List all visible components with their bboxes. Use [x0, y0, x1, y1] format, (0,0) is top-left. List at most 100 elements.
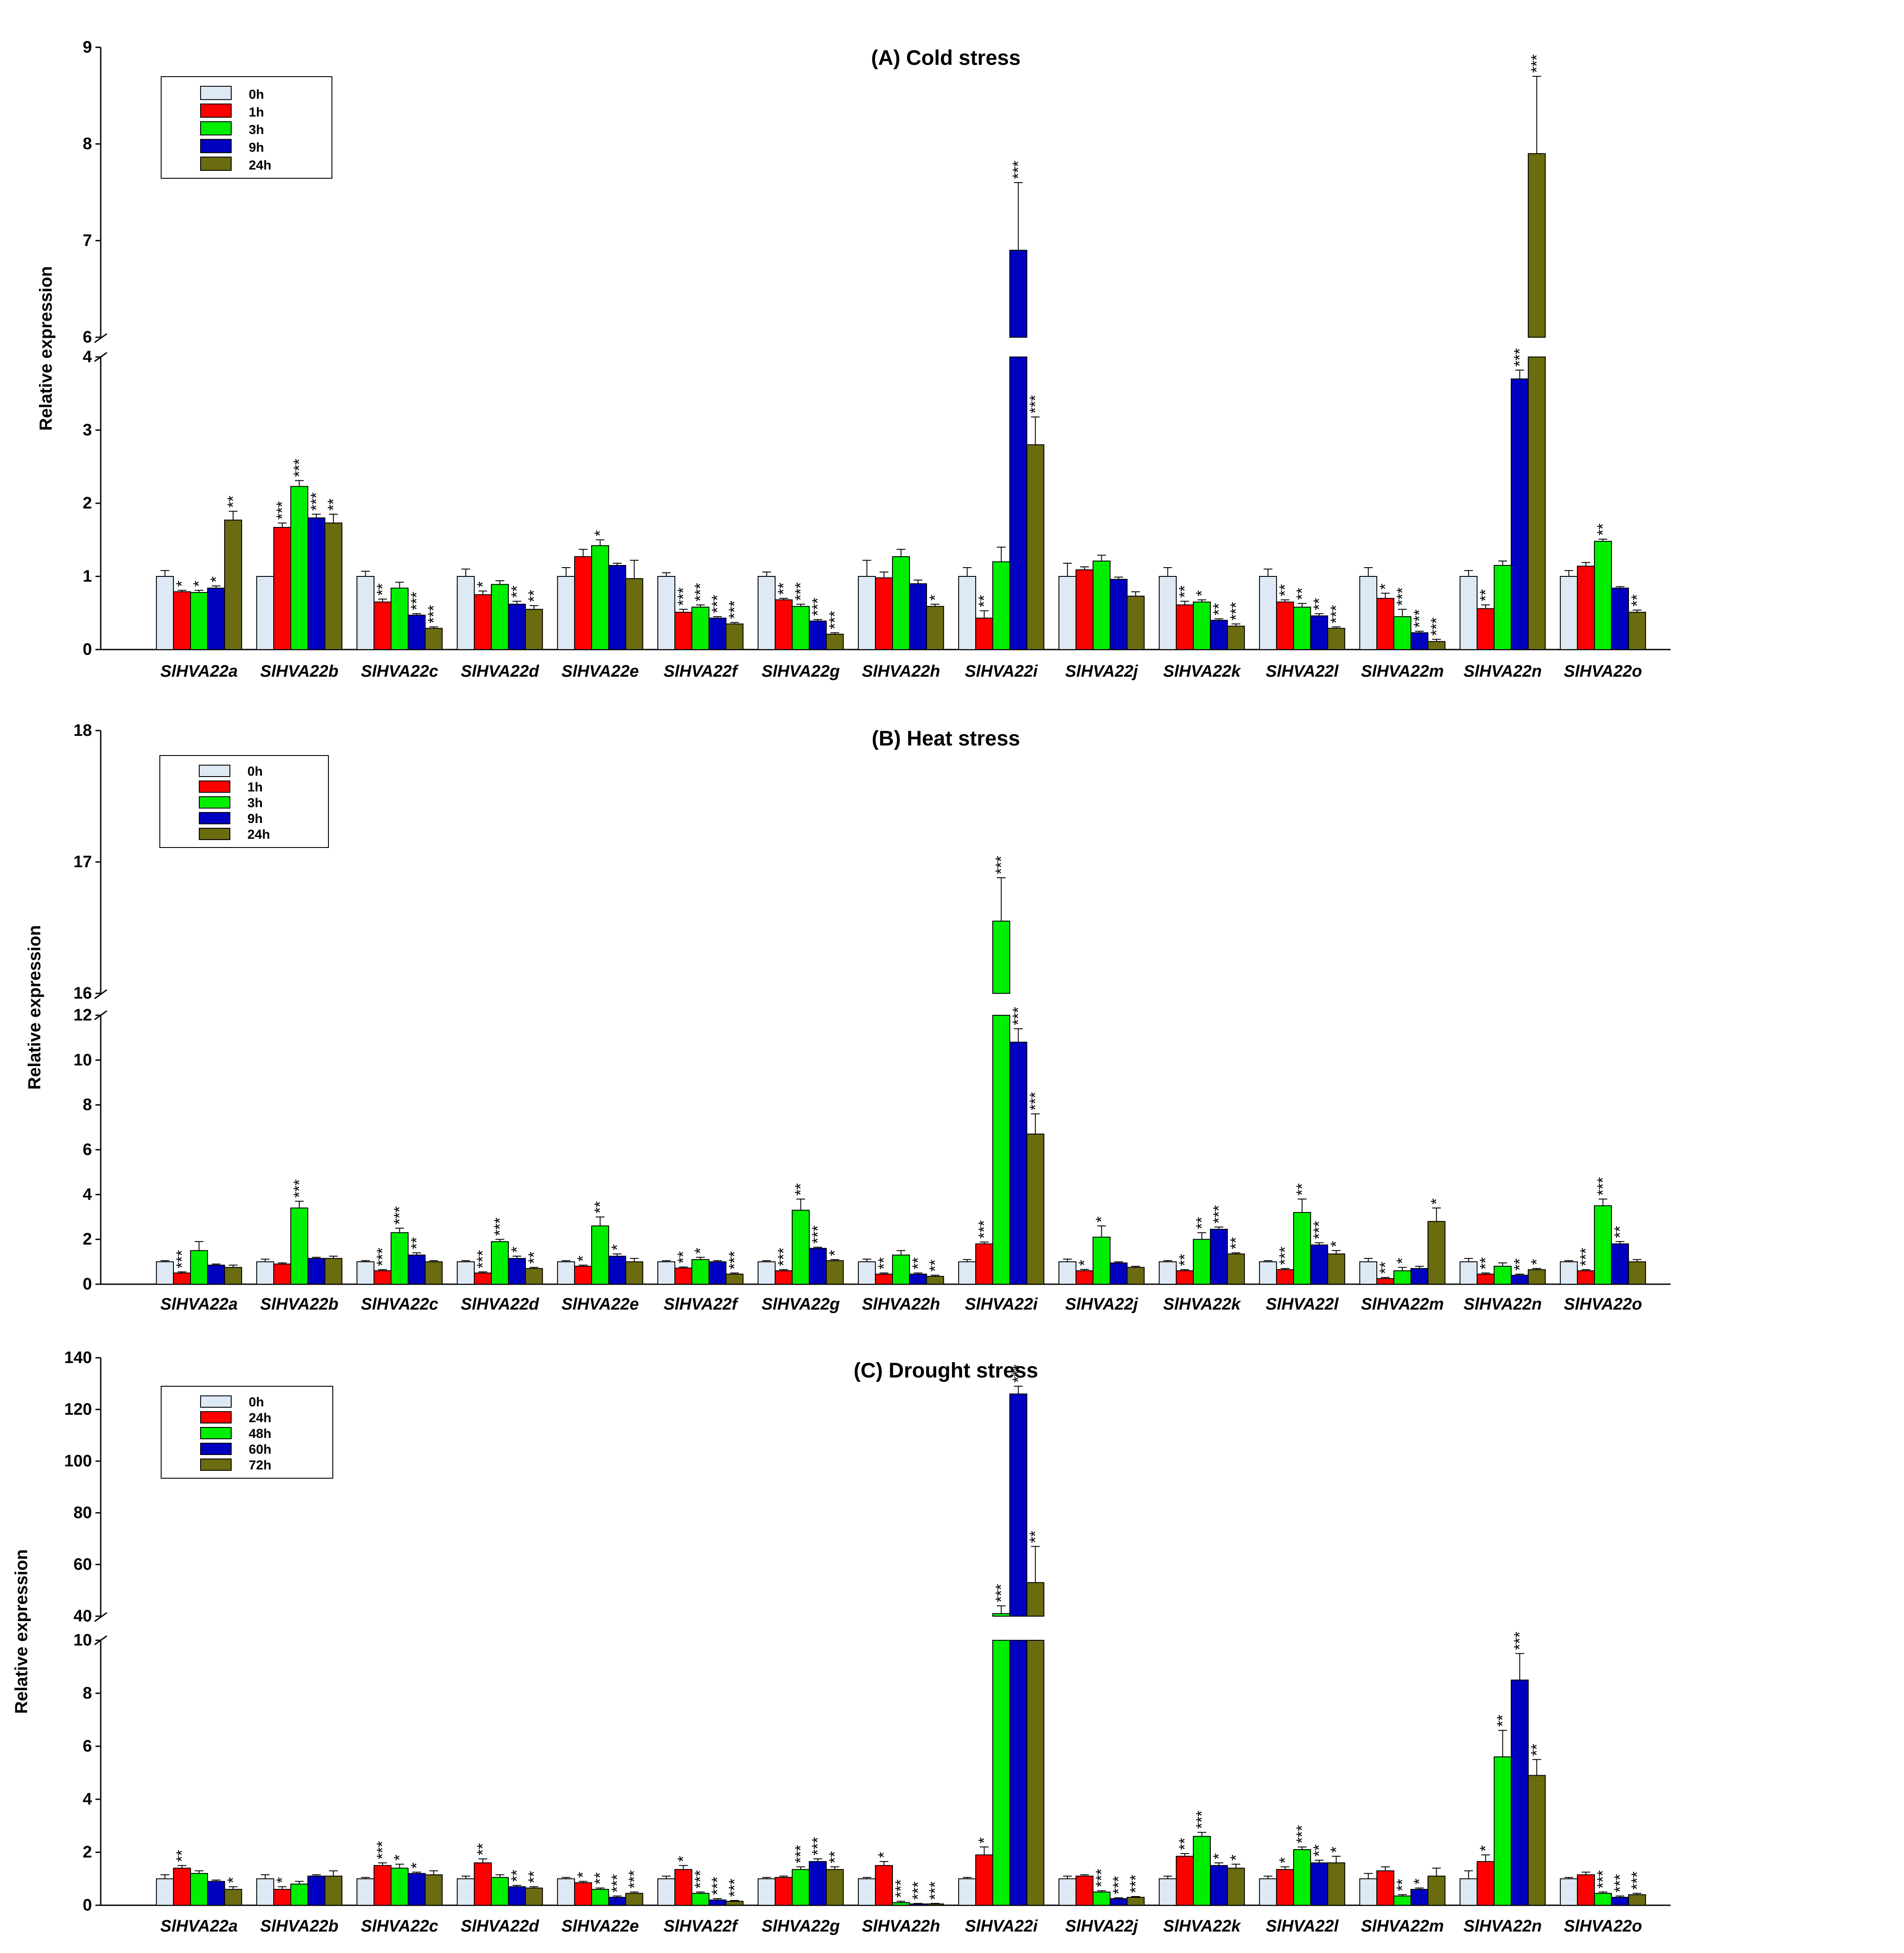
y-tick-label: 4 — [83, 1790, 92, 1808]
significance-label: ** — [975, 595, 993, 607]
significance-label: ** — [1026, 1531, 1044, 1543]
significance-label: * — [1393, 1258, 1411, 1264]
bar — [858, 1261, 876, 1285]
bar — [474, 594, 492, 650]
significance-label: * — [975, 1837, 993, 1844]
legend-swatch — [200, 139, 232, 153]
category-label: SlHVA22b — [260, 1295, 338, 1314]
significance-label: * — [691, 1248, 709, 1254]
significance-label: *** — [725, 1879, 743, 1897]
chart-panel-1: 0 1 2 3 4 6 7 8 9 Relative expression (A) Cold str… — [36, 38, 1671, 681]
bar — [1494, 1756, 1512, 1906]
bar — [992, 561, 1010, 650]
bar — [792, 606, 810, 650]
bar — [256, 1261, 275, 1285]
significance-label: * — [1227, 1854, 1245, 1861]
significance-label: *** — [374, 1841, 391, 1859]
bar — [1176, 604, 1194, 650]
bar — [958, 576, 977, 650]
bar — [173, 1272, 191, 1285]
legend-label: 60h — [249, 1442, 271, 1457]
legend-label: 9h — [249, 141, 264, 155]
bar — [1009, 1042, 1027, 1285]
y-tick-label: 6 — [83, 1737, 92, 1755]
axis-break-mark — [94, 1612, 107, 1622]
bar — [1259, 1261, 1277, 1285]
significance-label: * — [173, 581, 191, 587]
y-tick-label: 10 — [74, 1631, 92, 1649]
significance-label: *** — [808, 1837, 826, 1855]
category-label: SlHVA22n — [1463, 1917, 1542, 1935]
category-label: SlHVA22g — [762, 662, 840, 681]
significance-label: ** — [1276, 584, 1294, 596]
bar — [909, 1273, 927, 1285]
bar — [1460, 1878, 1478, 1906]
category-label: SlHVA22b — [260, 1917, 338, 1935]
bar — [190, 592, 208, 650]
significance-label: ** — [324, 498, 342, 511]
significance-label: *** — [808, 597, 826, 616]
bar — [1510, 1679, 1529, 1906]
significance-label: * — [1276, 1857, 1294, 1863]
bar — [975, 618, 994, 650]
bar — [708, 1261, 726, 1285]
legend-label: 48h — [249, 1427, 271, 1441]
bar — [825, 1260, 844, 1285]
significance-label: * — [207, 576, 225, 583]
category-label: SlHVA22m — [1361, 1917, 1444, 1935]
legend-label: 0h — [249, 87, 264, 102]
significance-label: *** — [424, 605, 442, 623]
category-label: SlHVA22j — [1065, 1917, 1139, 1935]
category-label: SlHVA22o — [1564, 1295, 1642, 1314]
significance-label: * — [1527, 1259, 1545, 1265]
significance-label: * — [608, 1244, 626, 1250]
bar — [1477, 1861, 1495, 1906]
y-tick-label: 16 — [74, 984, 92, 1003]
category-label: SlHVA22n — [1463, 662, 1542, 681]
bar — [525, 609, 543, 650]
bar — [992, 1613, 1010, 1617]
bar — [1026, 1640, 1044, 1906]
y-tick-label: 17 — [74, 853, 92, 871]
bar — [1393, 616, 1411, 650]
bar — [224, 519, 242, 650]
bar — [1510, 1275, 1529, 1285]
bar — [1327, 628, 1345, 650]
significance-label: ** — [792, 1183, 810, 1196]
bar — [909, 583, 927, 650]
bar — [1577, 1874, 1595, 1906]
y-tick-label: 4 — [83, 1185, 92, 1204]
significance-label: ** — [508, 1870, 525, 1882]
category-label: SlHVA22g — [762, 1295, 840, 1314]
significance-label: * — [1327, 1847, 1345, 1853]
bar — [1093, 1891, 1111, 1906]
bar — [858, 576, 876, 650]
significance-label: *** — [1577, 1248, 1595, 1266]
significance-label: *** — [992, 856, 1010, 874]
bar — [825, 1869, 844, 1906]
bar — [307, 1258, 325, 1285]
significance-label: ** — [173, 1850, 191, 1862]
bar — [356, 1878, 375, 1906]
significance-label: ** — [1193, 1217, 1211, 1229]
bar — [290, 1208, 308, 1285]
bar — [491, 584, 509, 650]
category-label: SlHVA22f — [663, 1295, 739, 1314]
bar — [574, 556, 592, 650]
bar — [457, 576, 475, 650]
category-label: SlHVA22o — [1564, 662, 1642, 681]
category-label: SlHVA22l — [1266, 662, 1339, 681]
significance-label: ** — [1293, 588, 1311, 600]
legend-box — [161, 1386, 333, 1479]
bar — [625, 1893, 643, 1906]
bar — [156, 1878, 174, 1906]
bar — [775, 1877, 793, 1906]
bar — [1527, 357, 1546, 650]
significance-label: ** — [224, 495, 242, 508]
bar — [708, 618, 726, 650]
bar — [1527, 1775, 1546, 1906]
y-tick-label: 9 — [83, 38, 92, 57]
legend-label: 24h — [249, 158, 271, 173]
bar — [1058, 1878, 1077, 1906]
category-label: SlHVA22f — [663, 1917, 739, 1935]
